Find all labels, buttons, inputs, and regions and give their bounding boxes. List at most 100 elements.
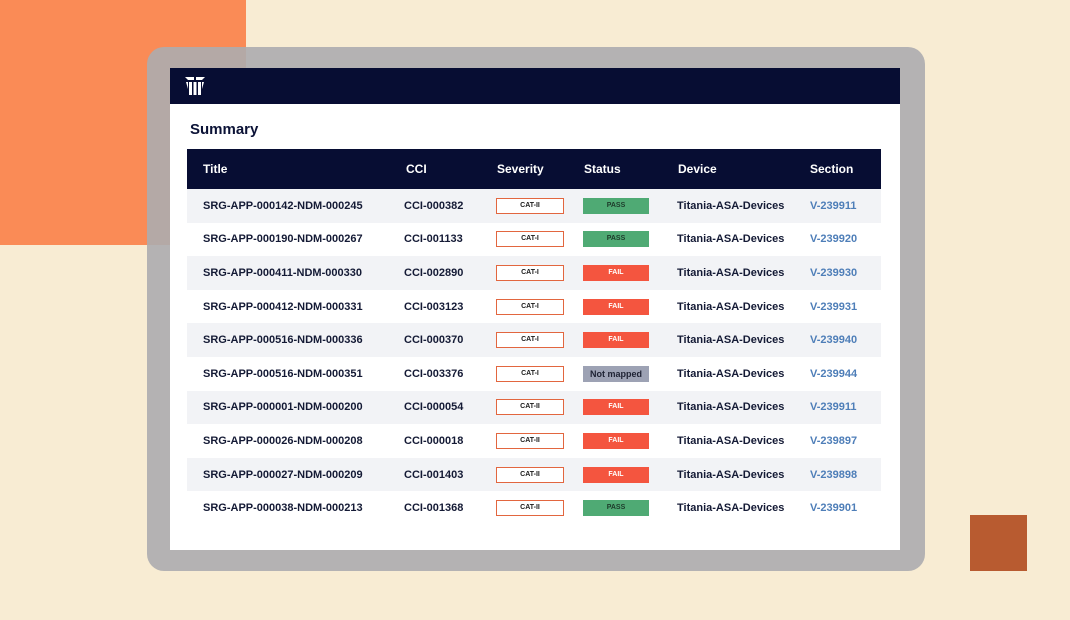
row-status: PASS (565, 189, 659, 223)
section-link[interactable]: V-239931 (810, 300, 858, 313)
row-cci: CCI-000370 (404, 334, 464, 347)
row-device: Titania-ASA-Devices (677, 266, 785, 279)
row-title: SRG-APP-000516-NDM-000351 (203, 367, 363, 380)
section-link[interactable]: V-239940 (810, 334, 858, 347)
row-status: FAIL (565, 290, 659, 324)
row-cci: CCI-000018 (404, 434, 464, 447)
row-status: Not mapped (565, 357, 659, 391)
row-device: Titania-ASA-Devices (677, 502, 785, 515)
severity-badge: CAT-II (496, 500, 564, 517)
row-title: SRG-APP-000516-NDM-000336 (203, 334, 363, 347)
app-header-bar (170, 68, 900, 104)
row-title: SRG-APP-000027-NDM-000209 (203, 468, 363, 481)
severity-badge: CAT-I (496, 332, 564, 349)
severity-badge: CAT-II (496, 197, 564, 214)
status-badge: FAIL (583, 399, 649, 416)
row-device: Titania-ASA-Devices (677, 401, 785, 414)
row-status: FAIL (565, 323, 659, 357)
severity-badge: CAT-I (496, 365, 564, 382)
severity-badge: CAT-II (496, 466, 564, 483)
column-header-status[interactable]: Status (584, 162, 621, 176)
section-link[interactable]: V-239920 (810, 233, 858, 246)
row-title: SRG-APP-000001-NDM-000200 (203, 401, 363, 414)
section-link[interactable]: V-239944 (810, 367, 858, 380)
column-header-device[interactable]: Device (678, 162, 717, 176)
row-title: SRG-APP-000026-NDM-000208 (203, 434, 363, 447)
section-link[interactable]: V-239898 (810, 468, 858, 481)
table-row[interactable]: SRG-APP-000038-NDM-000213 CCI-001368 CAT-I… (187, 491, 881, 525)
status-badge: PASS (583, 197, 649, 214)
status-badge: FAIL (583, 264, 649, 281)
table-row[interactable]: SRG-APP-000142-NDM-000245 CCI-000382 CAT-I… (187, 189, 881, 223)
row-status: FAIL (565, 458, 659, 492)
section-link[interactable]: V-239911 (810, 401, 857, 414)
table-header-row: Title CCI Severity Status Device Section (187, 149, 881, 189)
section-link[interactable]: V-239911 (810, 199, 857, 212)
row-cci: CCI-001403 (404, 468, 464, 481)
row-device: Titania-ASA-Devices (677, 300, 785, 313)
row-severity: CAT-I (478, 323, 565, 357)
row-title: SRG-APP-000038-NDM-000213 (203, 502, 363, 515)
row-title: SRG-APP-000411-NDM-000330 (203, 266, 362, 279)
severity-badge: CAT-I (496, 298, 564, 315)
column-header-section[interactable]: Section (810, 162, 854, 176)
section-link[interactable]: V-239901 (810, 502, 858, 515)
row-device: Titania-ASA-Devices (677, 233, 785, 246)
app-screen: Summary Title CCI Severity Status Device… (170, 68, 900, 550)
row-severity: CAT-II (478, 424, 565, 458)
table-row[interactable]: SRG-APP-000001-NDM-000200 CCI-000054 CAT-I… (187, 390, 881, 425)
row-cci: CCI-001133 (404, 233, 463, 246)
status-badge: Not mapped (583, 365, 649, 382)
severity-badge: CAT-II (496, 399, 564, 416)
section-link[interactable]: V-239897 (810, 434, 858, 447)
table-row[interactable]: SRG-APP-000516-NDM-000351 CCI-003376 CAT-I… (187, 356, 881, 391)
status-badge: FAIL (583, 298, 649, 315)
row-title: SRG-APP-000190-NDM-000267 (203, 233, 363, 246)
row-device: Titania-ASA-Devices (677, 334, 785, 347)
row-title: SRG-APP-000142-NDM-000245 (203, 199, 363, 212)
status-badge: FAIL (583, 432, 649, 449)
row-cci: CCI-003123 (404, 300, 464, 313)
row-status: FAIL (565, 256, 659, 290)
row-status: FAIL (565, 424, 659, 458)
row-device: Titania-ASA-Devices (677, 367, 785, 380)
row-severity: CAT-II (478, 189, 565, 223)
row-severity: CAT-I (478, 357, 565, 391)
table-row[interactable]: SRG-APP-000412-NDM-000331 CCI-003123 CAT-I… (187, 289, 881, 324)
status-badge: PASS (583, 500, 649, 517)
row-status: PASS (565, 223, 659, 257)
status-badge: FAIL (583, 466, 649, 483)
row-cci: CCI-001368 (404, 502, 464, 515)
row-device: Titania-ASA-Devices (677, 199, 785, 212)
column-header-title[interactable]: Title (203, 162, 228, 176)
severity-badge: CAT-I (496, 264, 564, 281)
row-severity: CAT-I (478, 290, 565, 324)
severity-badge: CAT-II (496, 432, 564, 449)
row-device: Titania-ASA-Devices (677, 468, 785, 481)
page-title: Summary (190, 121, 259, 138)
table-row[interactable]: SRG-APP-000026-NDM-000208 CCI-000018 CAT-I… (187, 424, 881, 458)
row-severity: CAT-II (478, 458, 565, 492)
row-title: SRG-APP-000412-NDM-000331 (203, 300, 363, 313)
row-cci: CCI-003376 (404, 367, 464, 380)
row-severity: CAT-II (478, 491, 565, 525)
table-row[interactable]: SRG-APP-000411-NDM-000330 CCI-002890 CAT-I… (187, 256, 881, 290)
row-cci: CCI-000382 (404, 199, 464, 212)
status-badge: PASS (583, 231, 649, 248)
row-severity: CAT-I (478, 223, 565, 257)
severity-badge: CAT-I (496, 231, 564, 248)
row-cci: CCI-002890 (404, 266, 464, 279)
summary-table: Title CCI Severity Status Device Section… (187, 149, 881, 525)
table-row[interactable]: SRG-APP-000027-NDM-000209 CCI-001403 CAT-I… (187, 457, 881, 492)
status-badge: FAIL (583, 332, 649, 349)
column-header-cci[interactable]: CCI (406, 162, 427, 176)
titania-logo-icon[interactable] (184, 75, 206, 97)
column-header-severity[interactable]: Severity (497, 162, 544, 176)
decorative-brown-square (970, 515, 1027, 571)
table-row[interactable]: SRG-APP-000190-NDM-000267 CCI-001133 CAT-I… (187, 222, 881, 257)
row-cci: CCI-000054 (404, 401, 464, 414)
row-device: Titania-ASA-Devices (677, 434, 785, 447)
row-status: FAIL (565, 391, 659, 425)
section-link[interactable]: V-239930 (810, 266, 858, 279)
table-row[interactable]: SRG-APP-000516-NDM-000336 CCI-000370 CAT-I… (187, 323, 881, 357)
